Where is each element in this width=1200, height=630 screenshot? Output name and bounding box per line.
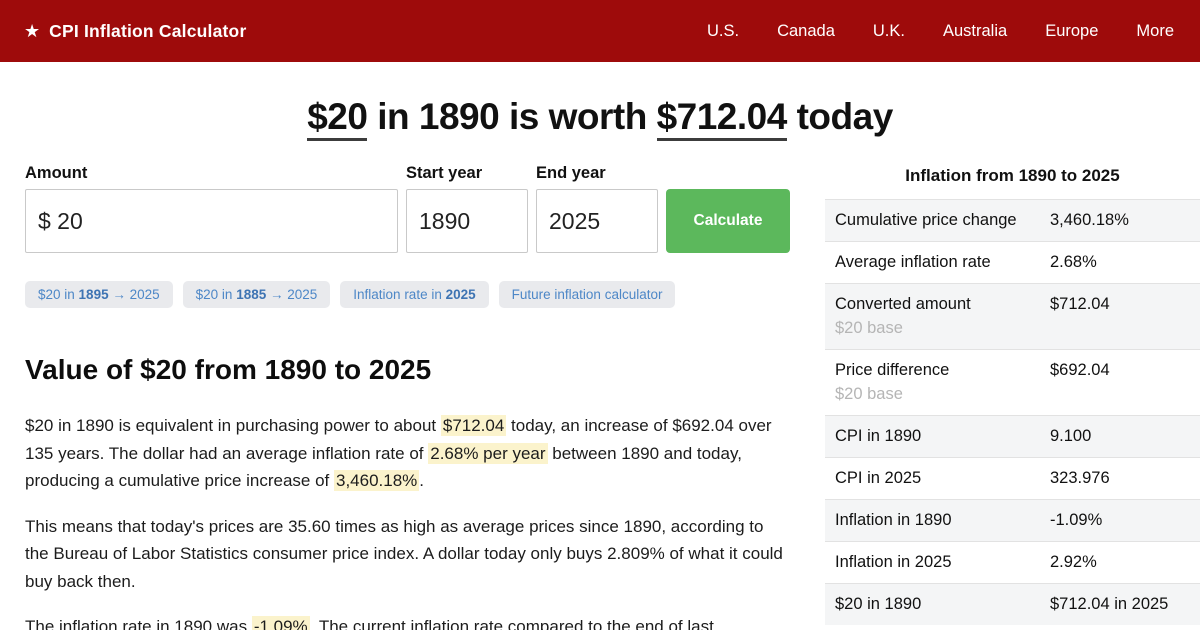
nav-link-australia[interactable]: Australia [942,21,1008,40]
stats-row-inflation-2025: Inflation in 2025 2.92% [825,541,1200,583]
highlight-average-rate: 2.68% per year [428,442,548,464]
nav-link-us[interactable]: U.S. [706,21,740,40]
start-year-input[interactable] [406,189,528,253]
end-year-input[interactable] [536,189,658,253]
stats-row-20-in-1890: $20 in 1890 $712.04 in 2025 [825,583,1200,625]
nav-link-more[interactable]: More [1136,21,1174,40]
amount-field-group: Amount [25,164,398,253]
start-year-field-group: Start year [406,164,528,253]
calculator-form: Amount Start year End year Calculate [25,164,790,253]
hero-worth: $712.04 [656,96,787,141]
brand-home-link[interactable]: ★ CPI Inflation Calculator [24,21,246,42]
stats-row-average-inflation-rate: Average inflation rate 2.68% [825,241,1200,283]
main-nav: U.S. Canada U.K. Australia Europe More [707,22,1174,41]
suggestion-chips: $20 in 1895 → 2025 $20 in 1885 → 2025 In… [25,281,787,308]
section-heading: Value of $20 from 1890 to 2025 [25,354,432,385]
star-icon: ★ [24,21,41,41]
highlight-cumulative-increase: 3,460.18% [334,470,420,492]
main-content: Amount Start year End year Calculate $20… [0,164,1200,630]
amount-label: Amount [25,164,88,182]
hero-middle: in 1890 is worth [367,96,657,137]
stats-row-cpi-1890: CPI in 1890 9.100 [825,415,1200,457]
stats-sidebar: Inflation from 1890 to 2025 Cumulative p… [825,164,1200,630]
top-header: ★ CPI Inflation Calculator U.S. Canada U… [0,0,1200,62]
chip-20-in-1885[interactable]: $20 in 1885 → 2025 [182,281,331,308]
stats-row-cpi-2025: CPI in 2025 323.976 [825,457,1200,499]
nav-link-canada[interactable]: Canada [777,21,835,40]
highlight-converted-amount: $712.04 [440,415,507,436]
end-year-label: End year [536,164,606,182]
stats-row-cumulative-price-change: Cumulative price change 3,460.18% [825,199,1200,241]
chip-20-in-1895[interactable]: $20 in 1895 → 2025 [25,281,173,308]
calculate-button[interactable]: Calculate [666,189,790,253]
paragraph-equivalence: $20 in 1890 is equivalent in purchasing … [25,415,772,492]
stats-table: Cumulative price change 3,460.18% Averag… [825,199,1200,625]
brand-title: CPI Inflation Calculator [49,20,247,41]
nav-link-uk[interactable]: U.K. [872,21,905,40]
end-year-field-group: End year [536,164,658,253]
hero-amount: $20 [307,96,368,141]
chip-future-inflation-calculator[interactable]: Future inflation calculator [498,281,676,308]
calculate-field-group: Calculate [666,164,790,253]
paragraph-inflation-rate: The inflation rate in 1890 was -1.09%. T… [25,613,787,630]
hero-tail: today [786,96,894,137]
chip-inflation-rate-2025[interactable]: Inflation rate in 2025 [340,281,489,308]
stats-row-price-difference: Price difference $20 base $692.04 [825,349,1200,415]
start-year-label: Start year [406,164,483,182]
amount-input[interactable] [25,189,398,253]
calculator-column: Amount Start year End year Calculate $20… [25,164,790,630]
stats-row-converted-amount: Converted amount $20 base $712.04 [825,283,1200,349]
nav-link-europe[interactable]: Europe [1045,21,1099,40]
highlight-1890-rate: -1.09% [251,616,310,630]
stats-table-title: Inflation from 1890 to 2025 [905,166,1120,185]
page-title: $20 in 1890 is worth $712.04 today [0,96,1200,141]
stats-row-inflation-1890: Inflation in 1890 -1.09% [825,499,1200,541]
paragraph-price-ratio: This means that today's prices are 35.60… [25,516,783,591]
